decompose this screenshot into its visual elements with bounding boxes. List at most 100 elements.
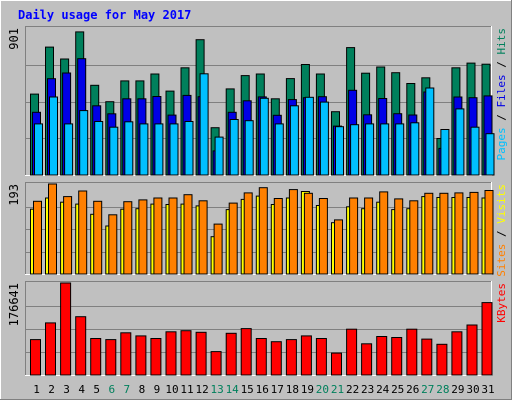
- bar-kbytes-day-31: [481, 302, 493, 376]
- x-label-day-9: 9: [154, 383, 161, 396]
- bar-sites-day-24: [379, 191, 389, 275]
- bar-kbytes-day-9: [150, 338, 162, 376]
- legend-entry-visits: Visits: [495, 184, 508, 224]
- bar-pages-day-2: [49, 96, 58, 176]
- x-label-day-15: 15: [241, 383, 254, 396]
- x-label-day-24: 24: [376, 383, 390, 396]
- x-label-day-2: 2: [48, 383, 55, 396]
- bar-sites-day-28: [439, 192, 449, 275]
- bar-sites-day-18: [288, 189, 298, 275]
- bar-sites-day-4: [78, 190, 88, 275]
- bar-pages-day-28: [440, 129, 450, 176]
- legend-entry-files: Files: [495, 74, 508, 107]
- x-label-day-19: 19: [301, 383, 314, 396]
- bar-pages-day-19: [304, 96, 314, 176]
- bar-sites-day-20: [318, 198, 328, 275]
- bar-pages-day-16: [259, 97, 269, 176]
- x-label-day-21: 21: [331, 383, 344, 396]
- bar-sites-day-16: [258, 187, 268, 275]
- x-label-day-22: 22: [346, 383, 359, 396]
- bar-kbytes-day-28: [436, 343, 448, 376]
- bar-pages-day-12: [199, 73, 209, 176]
- bar-sites-day-8: [138, 199, 148, 275]
- bar-pages-day-13: [214, 136, 224, 176]
- bar-pages-day-5: [94, 121, 104, 176]
- bar-sites-day-29: [454, 192, 464, 275]
- bar-kbytes-day-26: [406, 328, 418, 376]
- bar-pages-day-27: [425, 87, 435, 176]
- bar-kbytes-day-12: [195, 331, 207, 376]
- bar-kbytes-day-8: [135, 335, 147, 376]
- bar-kbytes-day-3: [60, 282, 72, 376]
- bar-pages-day-17: [274, 123, 284, 176]
- legend-separator: /: [495, 108, 508, 128]
- panel-hits-files-pages: 901 Pages / Files / Hits: [7, 26, 508, 176]
- x-label-day-13: 13: [210, 383, 223, 396]
- chart-panels: 901 Pages / Files / Hits 193 Sites / Visits…: [7, 26, 508, 376]
- bar-sites-day-15: [243, 192, 253, 275]
- bar-sites-day-2: [48, 183, 57, 275]
- x-label-day-5: 5: [93, 383, 100, 396]
- bar-kbytes-day-27: [421, 338, 433, 376]
- bar-kbytes-day-29: [451, 331, 463, 376]
- x-label-day-17: 17: [271, 383, 284, 396]
- bar-sites-day-19: [303, 192, 313, 275]
- bar-pages-day-7: [124, 121, 134, 176]
- x-label-day-16: 16: [256, 383, 269, 396]
- bar-kbytes-day-11: [180, 330, 192, 376]
- bar-sites-day-5: [93, 200, 103, 275]
- bar-sites-day-22: [349, 197, 359, 275]
- bar-kbytes-day-17: [270, 341, 282, 376]
- x-label-day-26: 26: [406, 383, 419, 396]
- bar-pages-day-8: [139, 123, 149, 176]
- bar-sites-day-13: [213, 223, 223, 275]
- x-label-day-7: 7: [123, 383, 130, 396]
- bar-pages-day-31: [485, 133, 495, 176]
- bar-sites-day-7: [123, 201, 133, 275]
- legend-separator: /: [495, 224, 508, 244]
- x-label-day-6: 6: [108, 383, 115, 396]
- bar-kbytes-day-2: [45, 322, 56, 376]
- bar-kbytes-day-10: [165, 331, 177, 376]
- chart-title: Daily usage for May 2017: [18, 8, 191, 22]
- x-label-day-1: 1: [33, 383, 40, 396]
- bar-kbytes-day-24: [376, 336, 388, 376]
- bar-sites-day-3: [63, 196, 73, 275]
- x-label-day-23: 23: [361, 383, 374, 396]
- x-label-day-3: 3: [63, 383, 70, 396]
- bar-sites-day-26: [409, 200, 419, 275]
- x-label-day-14: 14: [226, 383, 240, 396]
- bar-kbytes-day-14: [225, 332, 237, 376]
- bar-pages-day-15: [244, 120, 254, 176]
- bar-pages-day-18: [289, 105, 299, 176]
- bar-kbytes-day-1: [30, 339, 41, 376]
- bar-kbytes-day-22: [346, 328, 358, 376]
- bar-pages-day-11: [184, 121, 194, 176]
- bar-sites-day-30: [469, 191, 479, 275]
- x-label-day-27: 27: [421, 383, 434, 396]
- y-max-label: 901: [7, 28, 21, 50]
- x-label-day-30: 30: [466, 383, 479, 396]
- bar-pages-day-14: [229, 119, 239, 176]
- y-max-label: 193: [7, 184, 21, 206]
- bar-pages-day-29: [455, 108, 465, 176]
- bar-kbytes-day-23: [361, 343, 373, 376]
- bar-sites-day-23: [364, 197, 374, 275]
- bar-pages-day-23: [365, 123, 375, 176]
- bar-sites-day-31: [484, 190, 494, 275]
- bar-sites-day-17: [273, 198, 283, 275]
- x-label-day-4: 4: [78, 383, 85, 396]
- bar-kbytes-day-16: [255, 338, 267, 376]
- series-sites: [33, 183, 494, 275]
- bar-pages-day-22: [350, 124, 360, 176]
- x-label-day-28: 28: [436, 383, 449, 396]
- bar-kbytes-day-21: [331, 352, 342, 376]
- bar-pages-day-20: [319, 101, 329, 176]
- bar-sites-day-11: [183, 194, 193, 275]
- bar-kbytes-day-6: [105, 339, 117, 376]
- bar-pages-day-9: [154, 123, 164, 176]
- bar-pages-day-24: [380, 123, 390, 176]
- bar-kbytes-day-13: [210, 351, 222, 376]
- legend-kbytes: KBytes: [495, 283, 508, 323]
- x-label-day-20: 20: [316, 383, 329, 396]
